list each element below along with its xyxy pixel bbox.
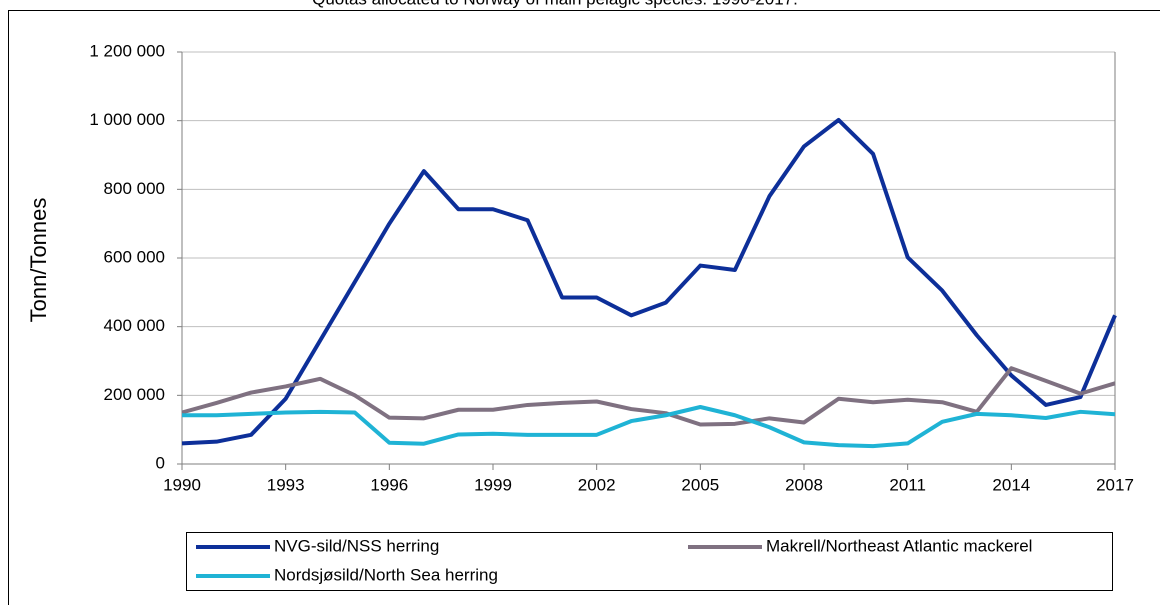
- legend-box: [186, 532, 1113, 591]
- x-tick-label: 1999: [474, 475, 512, 494]
- x-tick-label: 2017: [1096, 475, 1134, 494]
- series-line: [182, 405, 1116, 449]
- y-tick-label: 600 000: [104, 247, 165, 266]
- series-line: [181, 366, 1116, 427]
- y-tick-label: 1 000 000: [89, 110, 165, 129]
- x-tick-label: 1990: [163, 475, 201, 494]
- y-tick-label: 200 000: [104, 385, 165, 404]
- y-tick-label: 0: [156, 453, 165, 472]
- legend-label: NVG-sild/NSS herring: [274, 536, 439, 555]
- x-tick-label: 2002: [578, 475, 616, 494]
- chart-frame: [8, 10, 1160, 605]
- legend-label: Nordsjøsild/North Sea herring: [274, 565, 498, 584]
- series-line: [181, 117, 1117, 446]
- y-tick-label: 800 000: [104, 179, 165, 198]
- y-tick-label: 1 200 000: [89, 41, 165, 60]
- x-tick-label: 2005: [681, 475, 719, 494]
- chart-title: Quotas allocated to Norway of main pelag…: [312, 0, 798, 8]
- title-bg: [0, 0, 1160, 10]
- legend-label: Makrell/Northeast Atlantic mackerel: [766, 536, 1032, 555]
- y-tick-label: 400 000: [104, 316, 165, 335]
- x-tick-label: 1993: [267, 475, 305, 494]
- x-tick-label: 1996: [370, 475, 408, 494]
- x-tick-label: 2014: [992, 475, 1030, 494]
- y-axis-label: Tonn/Tonnes: [26, 198, 51, 323]
- x-tick-label: 2008: [785, 475, 823, 494]
- x-tick-label: 2011: [889, 475, 926, 494]
